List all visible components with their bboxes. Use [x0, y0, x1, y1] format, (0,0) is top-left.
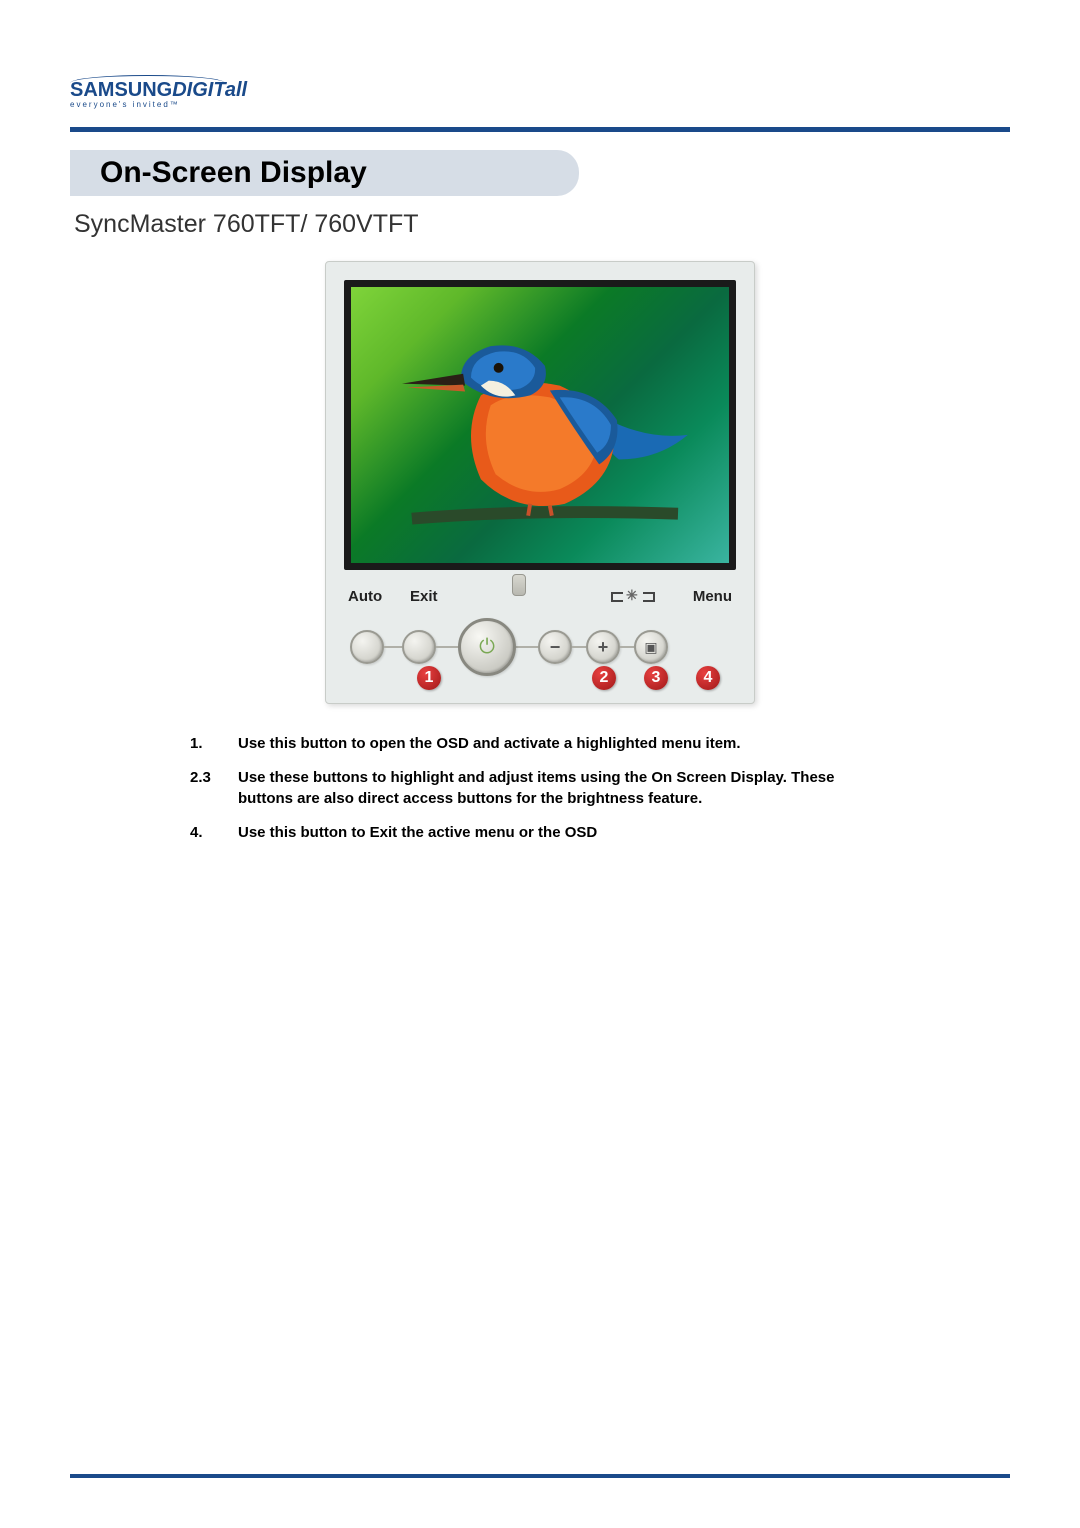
- instruction-text: Use this button to open the OSD and acti…: [238, 734, 890, 754]
- instruction-number: 4.: [190, 823, 238, 843]
- badge-3: 3: [644, 666, 668, 690]
- badge-4: 4: [696, 666, 720, 690]
- menu-button: [634, 630, 668, 664]
- power-button: [458, 618, 516, 676]
- monitor-screen: [344, 280, 736, 570]
- instruction-text: Use this button to Exit the active menu …: [238, 823, 890, 843]
- logo-suffix: DIGITall: [172, 79, 247, 101]
- brightness-icon: [598, 590, 668, 604]
- instruction-item: 4. Use this button to Exit the active me…: [190, 823, 890, 843]
- exit-button: [402, 630, 436, 664]
- monitor-controls: Auto Exit Menu: [344, 588, 736, 693]
- badge-2: 2: [592, 666, 616, 690]
- auto-button: [350, 630, 384, 664]
- instruction-number: 2.3: [190, 768, 238, 809]
- monitor-diagram: Auto Exit Menu: [325, 261, 755, 704]
- top-divider: [70, 127, 1010, 132]
- model-subtitle: SyncMaster 760TFT/ 760VTFT: [74, 210, 1010, 239]
- control-nub: [512, 574, 526, 596]
- kingfisher-illustration: [351, 287, 729, 563]
- instruction-text: Use these buttons to highlight and adjus…: [238, 768, 890, 809]
- label-exit: Exit: [410, 588, 438, 605]
- plus-button: [586, 630, 620, 664]
- section-title-row: On-Screen Display: [70, 150, 1010, 196]
- instruction-item: 1. Use this button to open the OSD and a…: [190, 734, 890, 754]
- logo-brand: SAMSUNG: [70, 79, 172, 101]
- bottom-divider: [70, 1474, 1010, 1478]
- instructions-list: 1. Use this button to open the OSD and a…: [190, 734, 890, 843]
- label-auto: Auto: [348, 588, 382, 605]
- minus-button: [538, 630, 572, 664]
- instruction-number: 1.: [190, 734, 238, 754]
- label-menu: Menu: [693, 588, 732, 605]
- section-title: On-Screen Display: [100, 156, 478, 190]
- instruction-item: 2.3 Use these buttons to highlight and a…: [190, 768, 890, 809]
- badge-1: 1: [417, 666, 441, 690]
- brand-logo: SAMSUNGDIGITall everyone's invited™: [70, 75, 1010, 109]
